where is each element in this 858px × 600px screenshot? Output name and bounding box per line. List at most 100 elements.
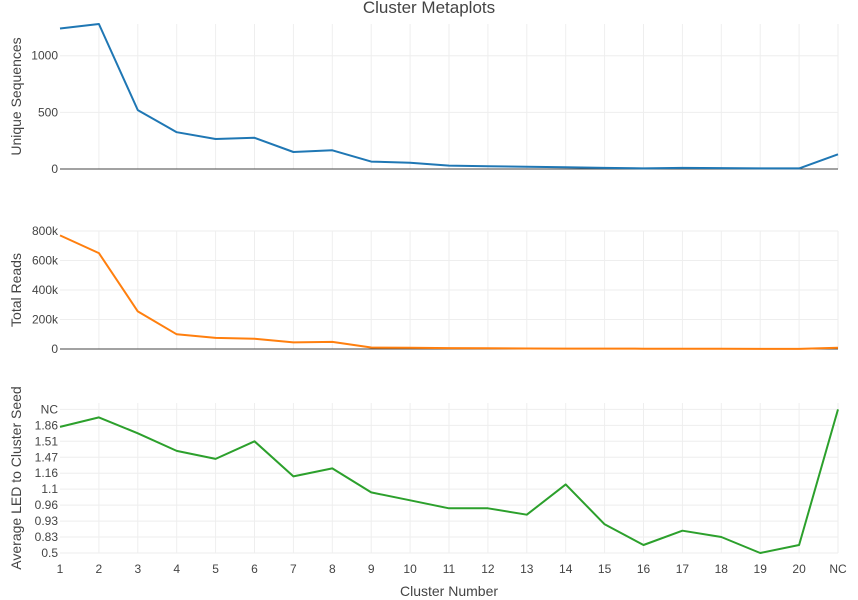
x-tick-label: 18 — [715, 562, 729, 576]
data-point — [291, 150, 295, 154]
y-tick-label: 0 — [51, 162, 58, 176]
panel-3: 0.5 0.83 0.93 0.96 1.1 1.16 1.47 1.51 1.86 NC Aver… — [8, 386, 840, 570]
y-tick-label: 0.93 — [35, 514, 59, 528]
data-point — [136, 431, 140, 435]
data-point — [253, 337, 257, 341]
x-tick-label: 4 — [173, 562, 180, 576]
y-axis-title: Total Reads — [8, 253, 24, 327]
x-tick-label: 17 — [676, 562, 690, 576]
data-point — [525, 165, 529, 169]
data-point — [136, 108, 140, 112]
data-point — [797, 166, 801, 170]
y-tick-label: 1.1 — [41, 482, 58, 496]
y-tick-label: 0.96 — [35, 498, 59, 512]
data-point — [58, 27, 62, 31]
data-point — [330, 466, 334, 470]
x-tick-label: 5 — [212, 562, 219, 576]
y-tick-label: 200k — [32, 313, 59, 327]
data-point — [486, 506, 490, 510]
data-point — [136, 309, 140, 313]
panel-2: 0 200k 400k 600k 800k Total Reads — [8, 224, 840, 356]
x-tick-label: 11 — [443, 562, 456, 576]
y-tick-label: 0.83 — [35, 530, 59, 544]
x-tick-label: 1 — [57, 562, 64, 576]
x-tick-label: 16 — [637, 562, 651, 576]
data-point — [564, 482, 568, 486]
data-point — [564, 347, 568, 351]
data-point — [408, 498, 412, 502]
data-point — [175, 449, 179, 453]
chart-title: Cluster Metaplots — [363, 0, 495, 17]
panel-1: 0 500 1000 Unique Sequences — [8, 22, 840, 176]
data-point — [97, 251, 101, 255]
data-point — [603, 347, 607, 351]
series-line-1 — [59, 23, 839, 170]
y-tick-label: 400k — [32, 283, 59, 297]
data-point — [680, 347, 684, 351]
data-point — [719, 535, 723, 539]
data-point — [58, 425, 62, 429]
data-point — [836, 346, 840, 350]
y-tick-label: NC — [41, 402, 59, 416]
x-tick-label: 7 — [290, 562, 297, 576]
data-point — [58, 233, 62, 237]
x-tick-label: NC — [829, 562, 847, 576]
y-tick-label: 0 — [51, 342, 58, 356]
data-point — [291, 474, 295, 478]
data-point — [408, 161, 412, 165]
y-tick-label: 1000 — [31, 49, 58, 63]
series-line-2 — [59, 234, 839, 350]
data-point — [758, 347, 762, 351]
series-line-3 — [59, 409, 839, 554]
data-point — [486, 164, 490, 168]
data-point — [253, 136, 257, 140]
data-point — [603, 166, 607, 170]
x-tick-label: 14 — [559, 562, 573, 576]
data-point — [564, 165, 568, 169]
y-axis-title: Unique Sequences — [8, 37, 24, 155]
data-point — [680, 529, 684, 533]
data-point — [330, 340, 334, 344]
x-tick-label: 8 — [329, 562, 336, 576]
data-point — [175, 332, 179, 336]
data-point — [175, 130, 179, 134]
x-tick-label: 15 — [598, 562, 612, 576]
y-tick-label: 800k — [32, 224, 59, 238]
data-point — [253, 439, 257, 443]
data-point — [642, 543, 646, 547]
chart-panels: 0 500 1000 Unique Sequences 0 200k 400k 600k 800… — [8, 22, 847, 576]
data-point — [642, 347, 646, 351]
data-point — [330, 148, 334, 152]
y-tick-label: 0.5 — [41, 546, 58, 560]
data-point — [214, 457, 218, 461]
data-point — [408, 346, 412, 350]
y-tick-label: 500 — [38, 105, 58, 119]
x-tick-label: 6 — [251, 562, 258, 576]
x-tick-label: 12 — [481, 562, 495, 576]
y-tick-label: 1.16 — [35, 466, 59, 480]
data-point — [719, 347, 723, 351]
data-point — [369, 490, 373, 494]
data-point — [214, 137, 218, 141]
data-point — [447, 506, 451, 510]
data-point — [797, 543, 801, 547]
x-axis-title: Cluster Number — [400, 583, 498, 599]
data-point — [836, 152, 840, 156]
data-point — [97, 415, 101, 419]
x-tick-label: 19 — [754, 562, 768, 576]
y-tick-label: 1.86 — [35, 418, 59, 432]
data-point — [486, 346, 490, 350]
data-point — [369, 160, 373, 164]
data-point — [680, 166, 684, 170]
data-point — [603, 522, 607, 526]
data-point — [214, 336, 218, 340]
data-point — [97, 22, 101, 26]
data-point — [758, 551, 762, 555]
data-point — [836, 407, 840, 411]
data-point — [447, 164, 451, 168]
y-axis-title: Average LED to Cluster Seed — [8, 386, 24, 569]
data-point — [797, 347, 801, 351]
data-point — [291, 340, 295, 344]
data-point — [525, 513, 529, 517]
